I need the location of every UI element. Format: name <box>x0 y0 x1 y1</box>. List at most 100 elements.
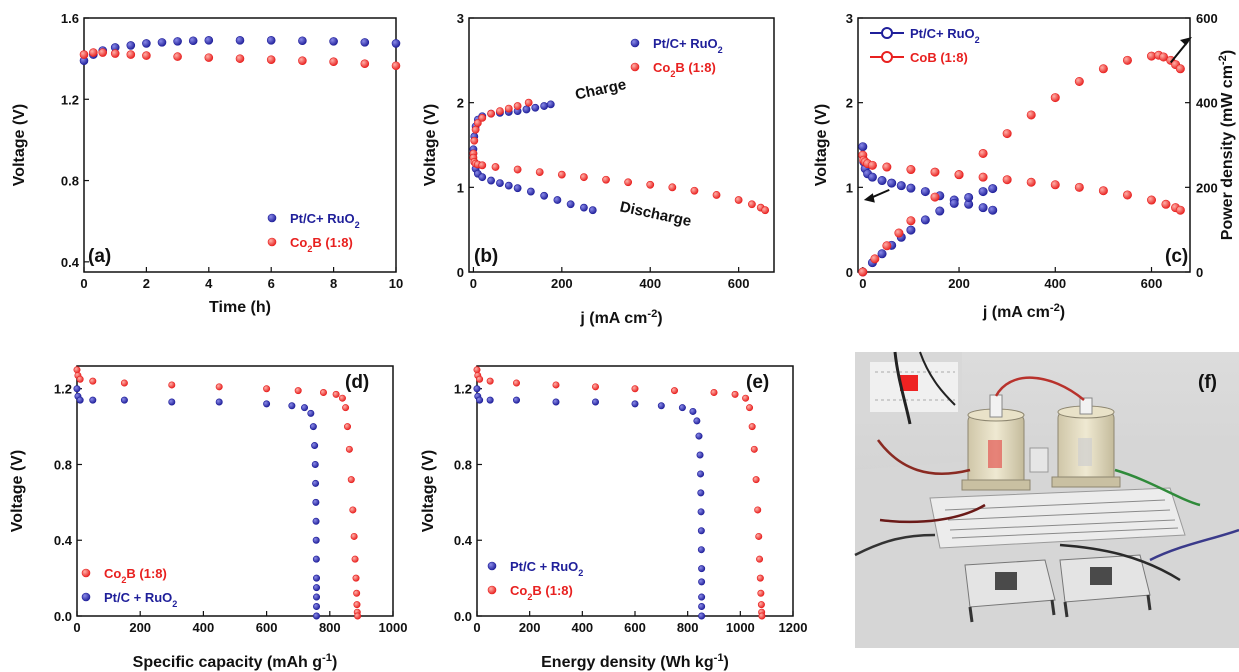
legend-label: Pt/C + RuO2 <box>104 590 177 609</box>
x-axis-label: j (mA cm-2) <box>579 308 662 327</box>
data-point <box>473 385 481 393</box>
x-tick-label: 400 <box>193 620 215 635</box>
data-point <box>76 396 84 404</box>
legend-marker <box>267 213 277 223</box>
x-tick-label: 0 <box>73 620 80 635</box>
x-tick-label: 0 <box>473 620 480 635</box>
x-tick-label: 8 <box>330 276 337 291</box>
data-point <box>312 479 320 487</box>
y-tick-label: 0.0 <box>454 609 472 624</box>
data-point <box>988 184 998 194</box>
x-tick-label: 800 <box>677 620 699 635</box>
legend-marker <box>630 62 640 72</box>
data-point <box>360 38 370 47</box>
data-point <box>342 404 350 412</box>
legend-label: CoB (1:8) <box>910 50 968 65</box>
data-point <box>588 206 597 215</box>
data-point <box>312 498 320 506</box>
data-point <box>350 532 358 540</box>
y-tick-label: 0.8 <box>54 457 72 472</box>
plot-frame <box>857 17 1191 273</box>
data-point <box>906 216 916 226</box>
data-point <box>1050 180 1060 190</box>
data-point <box>470 136 479 145</box>
data-point <box>756 574 764 582</box>
data-point <box>964 192 974 202</box>
data-point <box>693 417 701 425</box>
data-point <box>734 196 743 204</box>
data-point <box>552 398 560 406</box>
data-point <box>313 574 321 582</box>
data-point <box>1098 186 1108 196</box>
data-point <box>695 432 703 440</box>
cell-stack-right <box>1059 554 1152 618</box>
data-point <box>657 402 665 410</box>
data-point <box>697 527 705 535</box>
data-point <box>120 396 128 404</box>
electrochemical-cell-right <box>1051 397 1121 488</box>
data-point <box>473 119 482 127</box>
data-point <box>748 423 756 431</box>
data-point <box>540 102 549 110</box>
data-point <box>697 489 705 497</box>
data-point <box>930 192 940 202</box>
data-point <box>311 460 319 468</box>
legend-marker <box>487 561 497 571</box>
data-point <box>698 593 706 601</box>
data-point <box>978 203 988 213</box>
y-tick-label: 1.6 <box>61 11 79 26</box>
data-point <box>512 379 520 387</box>
y-tick-label: 0.8 <box>61 174 79 189</box>
data-point <box>491 163 500 171</box>
data-point <box>757 589 765 597</box>
data-point <box>731 390 739 398</box>
data-point <box>312 536 320 544</box>
data-point <box>1026 177 1036 187</box>
y-tick-label: 3 <box>457 11 464 26</box>
data-point <box>89 48 98 57</box>
data-point <box>309 423 317 431</box>
data-point <box>882 162 892 172</box>
y-tick-label: 2 <box>457 96 464 111</box>
y-axis-label: Voltage (V) <box>9 450 26 532</box>
data-point <box>697 546 705 554</box>
data-point <box>935 206 945 216</box>
data-point <box>1026 110 1036 120</box>
data-point <box>698 612 706 620</box>
data-point <box>1098 64 1108 74</box>
data-point <box>988 205 998 215</box>
plot-frame <box>83 17 397 273</box>
data-point <box>298 56 307 65</box>
annotation: Discharge <box>618 198 692 230</box>
data-point <box>524 98 533 107</box>
data-point <box>301 404 309 412</box>
data-point <box>540 191 549 200</box>
data-point <box>689 407 697 415</box>
data-point <box>750 445 758 453</box>
data-point <box>298 36 307 46</box>
y-tick-label: 0.0 <box>54 609 72 624</box>
y-tick-label: 2 <box>846 96 853 111</box>
x-tick-label: 400 <box>639 276 661 291</box>
data-point <box>313 603 321 611</box>
data-point <box>487 176 496 185</box>
data-point <box>332 390 340 398</box>
data-point <box>858 142 868 152</box>
data-point <box>754 506 762 514</box>
data-point <box>877 249 887 259</box>
data-point <box>504 181 513 190</box>
data-point <box>920 215 930 225</box>
data-point <box>478 114 487 122</box>
data-point <box>352 574 360 582</box>
data-point <box>126 50 136 59</box>
data-point <box>391 39 401 48</box>
data-point <box>142 51 151 60</box>
data-point <box>602 175 610 184</box>
arrow-head <box>1180 37 1192 46</box>
data-point <box>512 396 520 404</box>
data-point <box>1122 55 1132 65</box>
x-tick-label: 0 <box>470 276 477 291</box>
chart-panel-c: 0 200 400 600 0 1 2 3 0 200 400 600 j (mA cm-2) Volta… <box>813 11 1236 321</box>
data-point <box>168 398 176 406</box>
